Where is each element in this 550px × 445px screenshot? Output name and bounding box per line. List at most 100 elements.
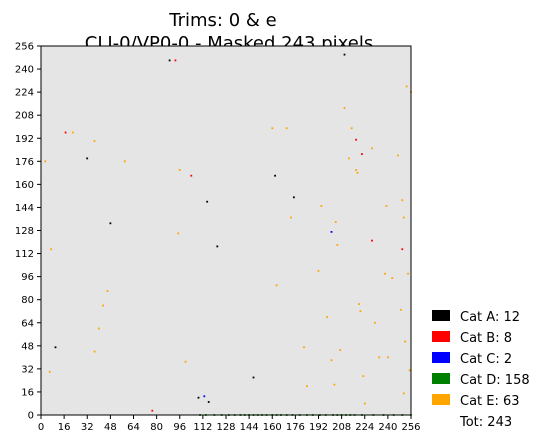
x-tick-label-13: 208 [332,422,351,433]
data-point-s1-2 [151,409,154,412]
y-tick-label-14: 224 [15,88,34,99]
x-tick-label-8: 128 [216,422,235,433]
data-point-s4-26 [339,349,342,351]
data-point-s4-19 [317,270,320,272]
legend-swatch-4 [432,394,450,405]
data-point-s4-21 [326,316,329,318]
data-point-s4-51 [408,369,411,372]
x-tick-label-15: 240 [378,422,397,433]
data-point-s1-4 [361,153,363,155]
data-point-s4-32 [358,303,360,305]
x-tick-label-1: 16 [58,422,71,433]
data-point-s4-17 [303,346,305,349]
y-tick-label-12: 192 [15,134,34,145]
data-point-s4-27 [343,107,346,109]
y-tick-label-11: 176 [15,157,34,168]
legend-total: Tot: 243 [459,415,512,430]
data-point-s1-3 [355,138,357,141]
legend-label-3: Cat D: 158 [460,373,530,388]
data-point-s2-0 [203,395,206,398]
y-tick-label-9: 144 [15,203,34,214]
x-tick-label-7: 112 [193,422,212,433]
data-point-s4-10 [178,169,181,171]
data-point-s4-3 [71,131,74,134]
data-point-s4-28 [348,157,350,160]
y-tick-label-3: 48 [21,341,34,352]
x-tick-label-3: 48 [104,422,117,433]
data-point-s1-6 [401,248,404,251]
data-point-s0-2 [86,157,89,160]
data-point-s4-12 [177,232,180,235]
data-point-s4-16 [275,284,278,287]
data-point-s4-23 [333,383,336,386]
data-point-s4-38 [378,356,381,359]
data-point-s4-14 [285,127,288,130]
data-point-s4-13 [271,127,274,130]
data-point-s4-18 [306,385,308,388]
data-point-s0-5 [216,245,219,248]
x-tick-label-10: 160 [263,422,282,433]
data-point-s0-6 [252,376,255,379]
data-point-s2-1 [330,231,333,233]
data-point-s4-6 [102,304,104,307]
data-point-s1-0 [190,174,193,177]
x-tick-label-2: 32 [81,422,94,433]
data-point-s4-36 [371,147,373,150]
data-point-s4-9 [93,350,96,353]
data-point-s0-11 [293,196,295,199]
data-point-s4-30 [355,169,357,171]
data-point-s4-25 [336,244,339,246]
data-point-s1-1 [64,131,67,134]
x-tick-label-6: 96 [173,422,186,433]
data-point-s0-7 [54,346,57,349]
y-tick-label-1: 16 [21,387,34,398]
data-point-s4-7 [106,290,109,292]
y-tick-label-15: 240 [15,65,34,76]
data-point-s0-4 [206,200,209,203]
legend-label-1: Cat B: 8 [460,331,512,346]
data-point-s4-46 [402,216,405,219]
data-point-s4-20 [320,205,323,207]
data-point-s4-37 [374,321,376,324]
data-point-s4-47 [402,392,405,395]
legend: Cat A: 12 Cat B: 8 Cat C: 2 Cat D: 158 Cat E… [432,310,530,430]
legend-swatch-1 [432,331,450,342]
data-point-s4-45 [401,199,404,202]
y-axis: 0 16 32 48 64 80 96 112 128 144 160 176 192 208 224 240… [15,42,41,422]
y-tick-label-8: 128 [15,226,34,237]
legend-swatch-0 [432,310,450,321]
data-point-s4-35 [363,402,366,405]
x-tick-label-4: 64 [127,422,140,433]
x-tick-label-14: 224 [355,422,374,433]
data-point-s4-44 [400,308,402,311]
y-tick-label-10: 160 [15,180,34,191]
x-tick-label-5: 80 [150,422,163,433]
y-tick-label-0: 0 [28,411,34,422]
x-tick-label-9: 144 [240,422,259,433]
chart-title-line1: Trims: 0 & e [168,10,276,31]
data-point-s0-10 [274,174,276,177]
legend-swatch-2 [432,352,450,363]
data-point-s4-8 [123,160,126,163]
data-point-s4-49 [405,85,408,88]
data-point-s0-8 [197,396,200,399]
data-point-s4-40 [385,205,388,207]
y-tick-label-2: 32 [21,364,34,375]
x-tick-label-12: 192 [309,422,328,433]
data-point-s0-0 [168,59,171,62]
data-point-s4-31 [356,171,359,174]
data-point-s4-43 [397,154,399,157]
y-tick-label-5: 80 [21,295,34,306]
legend-label-2: Cat C: 2 [460,352,512,367]
data-point-s1-5 [371,239,373,242]
x-tick-label-11: 176 [286,422,305,433]
legend-swatch-3 [432,373,450,384]
y-tick-label-16: 256 [15,42,34,53]
y-tick-label-7: 112 [15,249,34,260]
data-point-s0-9 [207,401,210,403]
legend-label-4: Cat E: 63 [460,394,520,409]
data-point-s0-3 [109,222,112,225]
legend-label-0: Cat A: 12 [460,310,520,325]
data-point-s4-42 [391,277,394,279]
